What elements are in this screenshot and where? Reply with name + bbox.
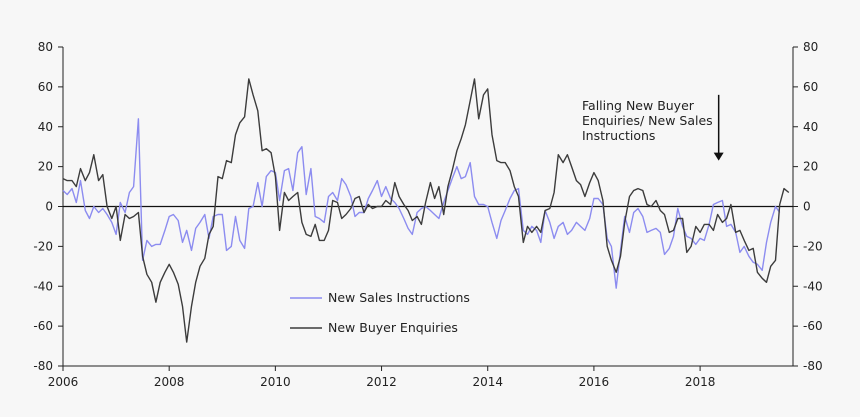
x-tick-label: 2018 <box>685 375 716 389</box>
series-line-new-buyer-enquiries <box>62 78 790 343</box>
y-tick-label-right: 60 <box>803 80 818 94</box>
y-tick-label-left: 60 <box>38 80 53 94</box>
x-tick-label: 2014 <box>472 375 503 389</box>
x-tick-label: 2012 <box>366 375 397 389</box>
y-tick-label-left: 40 <box>38 120 53 134</box>
x-tick-label: 2006 <box>48 375 79 389</box>
y-tick-label-left: 80 <box>38 40 53 54</box>
series-line-new-sales-instructions <box>62 118 781 289</box>
y-tick-label-right: -80 <box>803 359 823 373</box>
y-tick-label-left: -40 <box>33 279 53 293</box>
x-tick-label: 2008 <box>154 375 185 389</box>
legend-label: New Buyer Enquiries <box>328 320 458 335</box>
y-tick-label-left: -80 <box>33 359 53 373</box>
y-tick-label-right: -60 <box>803 319 823 333</box>
y-tick-label-right: 80 <box>803 40 818 54</box>
y-tick-label-right: -20 <box>803 239 823 253</box>
y-tick-label-right: -40 <box>803 279 823 293</box>
y-tick-label-right: 0 <box>803 200 811 214</box>
x-tick-label: 2010 <box>260 375 291 389</box>
y-tick-label-right: 20 <box>803 160 818 174</box>
y-tick-label-left: 20 <box>38 160 53 174</box>
y-tick-label-left: -60 <box>33 319 53 333</box>
annotation-text-line: Instructions <box>582 128 655 143</box>
annotation-arrow-head <box>713 152 724 161</box>
legend: New Sales Instructions New Buyer Enquirie… <box>290 290 470 335</box>
y-tick-label-right: 40 <box>803 120 818 134</box>
y-tick-label-left: -20 <box>33 239 53 253</box>
annotation-text-line: Falling New Buyer <box>582 98 695 113</box>
series-group <box>62 78 790 343</box>
annotation-text-line: Enquiries/ New Sales <box>582 113 713 128</box>
axes-group: 80 80 60 60 40 40 20 20 0 0 -20 -20 -40 -40 -60 -60 -80 -… <box>33 40 822 389</box>
x-tick-label: 2016 <box>579 375 610 389</box>
y-tick-label-left: 0 <box>45 200 53 214</box>
legend-label: New Sales Instructions <box>328 290 470 305</box>
